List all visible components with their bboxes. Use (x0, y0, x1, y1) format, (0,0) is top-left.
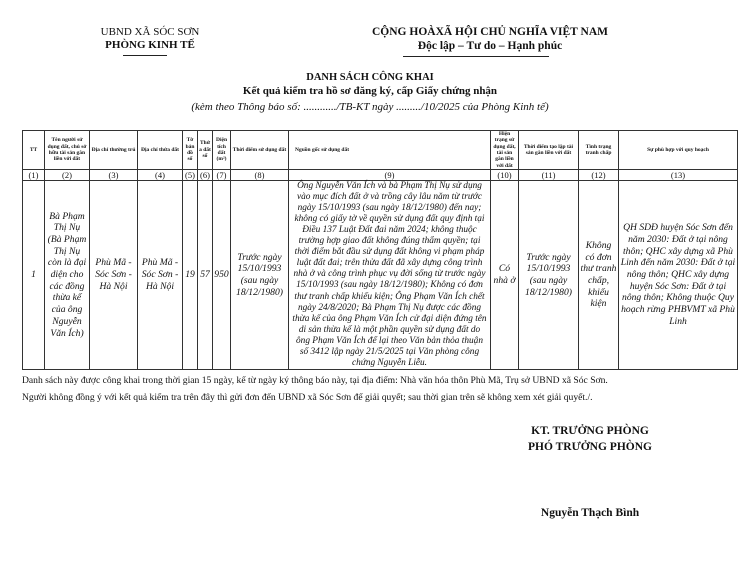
signature-title: KT. TRƯỞNG PHÒNG (531, 424, 649, 437)
note-complaints: Người không đồng ý với kết quả kiểm tra … (22, 392, 593, 404)
column-number: (12) (578, 168, 619, 181)
agency-parent: UBND XÃ SÓC SƠN (100, 26, 200, 38)
cell-asset-time: Trước ngày 15/10/1993 (sau ngày 18/12/19… (518, 179, 579, 370)
header-cell: Hiện trạng sử dụng đất, tài sản gắn liền… (490, 130, 519, 170)
header-cell: TT (22, 130, 45, 170)
column-number: (8) (230, 168, 289, 181)
column-number: (10) (490, 168, 519, 181)
column-number: (5) (182, 168, 198, 181)
header-cell: Địa chỉ thửa đất (137, 130, 183, 170)
header-cell: Diện tích đất (m²) (212, 130, 231, 170)
national-motto: Độc lập – Tư do – Hạnh phúc (417, 40, 563, 52)
cell-use-time: Trước ngày 15/10/1993 (sau ngày 18/12/19… (230, 179, 289, 370)
cell-address: Phù Mã - Sóc Sơn - Hà Nội (89, 179, 138, 370)
column-number: (6) (197, 168, 213, 181)
cell-owner: Bà Phạm Thị Nụ (Bà Phạm Thị Nụ còn là đạ… (44, 179, 90, 370)
column-number-row: (1) (2) (3) (4) (5) (6) (7) (8) (9) (10)… (22, 168, 738, 181)
cell-index: 1 (22, 179, 45, 370)
column-number: (4) (137, 168, 183, 181)
header-cell: Tờ bản đồ số (182, 130, 198, 170)
column-number: (11) (518, 168, 579, 181)
divider (123, 55, 167, 56)
cell-planning: QH SDĐ huyện Sóc Sơn đến năm 2030: Đất ở… (618, 179, 738, 370)
table-header-row: TT Tên người sử dụng đất, chủ sở hữu tài… (22, 130, 738, 170)
header-cell: Tình trạng tranh chấp (578, 130, 619, 170)
header-cell: Địa chỉ thường trú (89, 130, 138, 170)
note-publication: Danh sách này được công khai trong thời … (22, 374, 608, 386)
divider (403, 56, 549, 57)
header-cell: Thời điểm sử dụng đất (230, 130, 289, 170)
header-cell: Nguồn gốc sử dụng đất (288, 130, 491, 170)
doc-subtitle: Kết quả kiểm tra hồ sơ đăng ký, cấp Giấy… (242, 85, 498, 97)
agency-name: PHÒNG KINH TẾ (105, 39, 195, 51)
column-number: (1) (22, 168, 45, 181)
header-cell: Thời điểm tạo lập tài sản gắn liền với đ… (518, 130, 579, 170)
cell-map-sheet: 19 (182, 179, 198, 370)
cell-origin: Ông Nguyễn Văn Ích và bà Phạm Thị Nụ sử … (288, 179, 491, 370)
cell-land-address: Phù Mã - Sóc Sơn - Hà Nội (137, 179, 183, 370)
doc-reference: (kèm theo Thông báo số: ............/TB-… (191, 101, 549, 113)
public-list-table: TT Tên người sử dụng đất, chủ sở hữu tài… (22, 130, 738, 370)
column-number: (2) (44, 168, 90, 181)
cell-area: 950 (212, 179, 231, 370)
national-title: CỘNG HOÀXÃ HỘI CHỦ NGHĨA VIỆT NAM (372, 26, 608, 38)
header-cell: Thửa đất số (197, 130, 213, 170)
column-number: (9) (288, 168, 491, 181)
header-cell: Sự phù hợp với quy hoạch (618, 130, 738, 170)
signer-name: Nguyễn Thạch Bình (540, 506, 640, 519)
column-number: (13) (618, 168, 738, 181)
column-number: (7) (212, 168, 231, 181)
cell-status: Có nhà ở (490, 179, 519, 370)
table-row: 1 Bà Phạm Thị Nụ (Bà Phạm Thị Nụ còn là … (22, 179, 738, 370)
signature-role: PHÓ TRƯỞNG PHÒNG (528, 440, 652, 453)
cell-dispute: Không có đơn thư tranh chấp, khiếu kiện (578, 179, 619, 370)
doc-title: DANH SÁCH CÔNG KHAI (306, 72, 434, 83)
cell-parcel: 57 (197, 179, 213, 370)
document-body: TT Tên người sử dụng đất, chủ sở hữu tài… (22, 130, 738, 521)
header-cell: Tên người sử dụng đất, chủ sở hữu tài sả… (44, 130, 90, 170)
column-number: (3) (89, 168, 138, 181)
